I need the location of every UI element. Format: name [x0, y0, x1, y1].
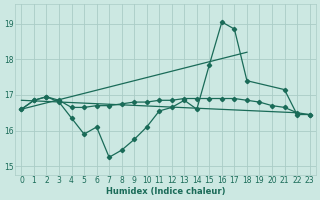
X-axis label: Humidex (Indice chaleur): Humidex (Indice chaleur) [106, 187, 225, 196]
